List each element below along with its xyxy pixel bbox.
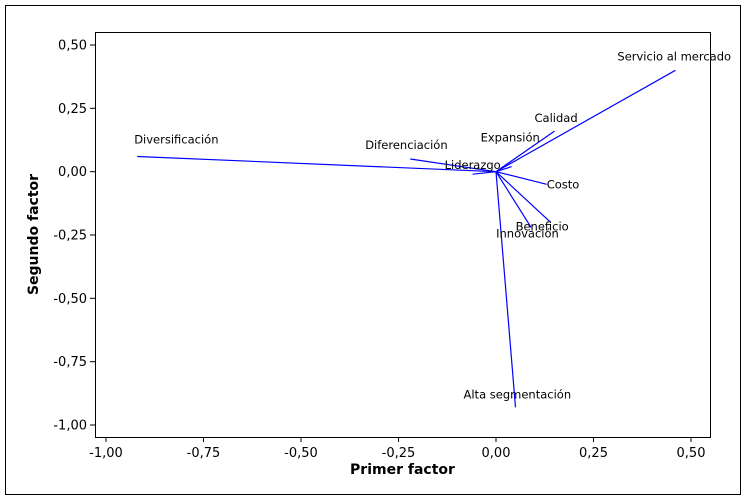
vector-label: Innovación [496, 226, 559, 240]
y-tick-label: 0,00 [58, 165, 87, 180]
vector-line [495, 130, 555, 173]
y-axis-title: Segundo factor [26, 174, 42, 295]
x-tick-label: -0,25 [382, 446, 416, 461]
vector-label: Costo [547, 177, 580, 191]
y-tick-label: -1,00 [53, 419, 87, 434]
x-axis-title: Primer factor [350, 462, 455, 478]
y-tick-label: -0,75 [53, 355, 87, 370]
vector-line [495, 171, 547, 185]
plot-area [95, 32, 711, 438]
y-tick-label: -0,50 [53, 292, 87, 307]
vector-label: Expansión [481, 131, 540, 145]
vector-label: Servicio al mercado [617, 49, 731, 63]
vector-line [495, 166, 512, 173]
x-axis: -1,00 -0,75 -0,50 -0,25 0,00 0,25 0,50 [89, 437, 705, 461]
vector-line [472, 171, 497, 175]
x-tick-label: -0,75 [187, 446, 221, 461]
vector-label: Beneficio [516, 219, 569, 233]
vector-line [495, 171, 552, 223]
vector-line [410, 158, 497, 173]
x-tick-label: -1,00 [89, 446, 123, 461]
vector-label: Calidad [535, 111, 578, 125]
vector-line [495, 69, 676, 173]
vector-label: Liderazgo [445, 158, 501, 172]
outer-border [5, 5, 741, 495]
y-tick-label: -0,25 [53, 229, 87, 244]
vector-line [137, 155, 497, 173]
y-tick-label: 0,25 [58, 102, 87, 117]
vector-label: Diversificación [134, 132, 218, 146]
x-tick-label: 0,00 [482, 446, 511, 461]
x-tick-label: -0,50 [284, 446, 318, 461]
y-axis: -1,00 -0,75 -0,50 -0,25 0,00 0,25 0,50 [53, 39, 95, 434]
vector-line [495, 171, 532, 228]
vector-label: Alta segmentación [464, 387, 572, 401]
y-tick-label: 0,50 [58, 39, 87, 54]
vector-label: Diferenciación [365, 138, 447, 152]
vector-lines [137, 69, 676, 408]
x-tick-label: 0,25 [579, 446, 608, 461]
vector-labels: Servicio al mercado Calidad Diversificació… [134, 49, 731, 401]
x-tick-label: 0,50 [677, 446, 706, 461]
vector-line [495, 171, 517, 408]
